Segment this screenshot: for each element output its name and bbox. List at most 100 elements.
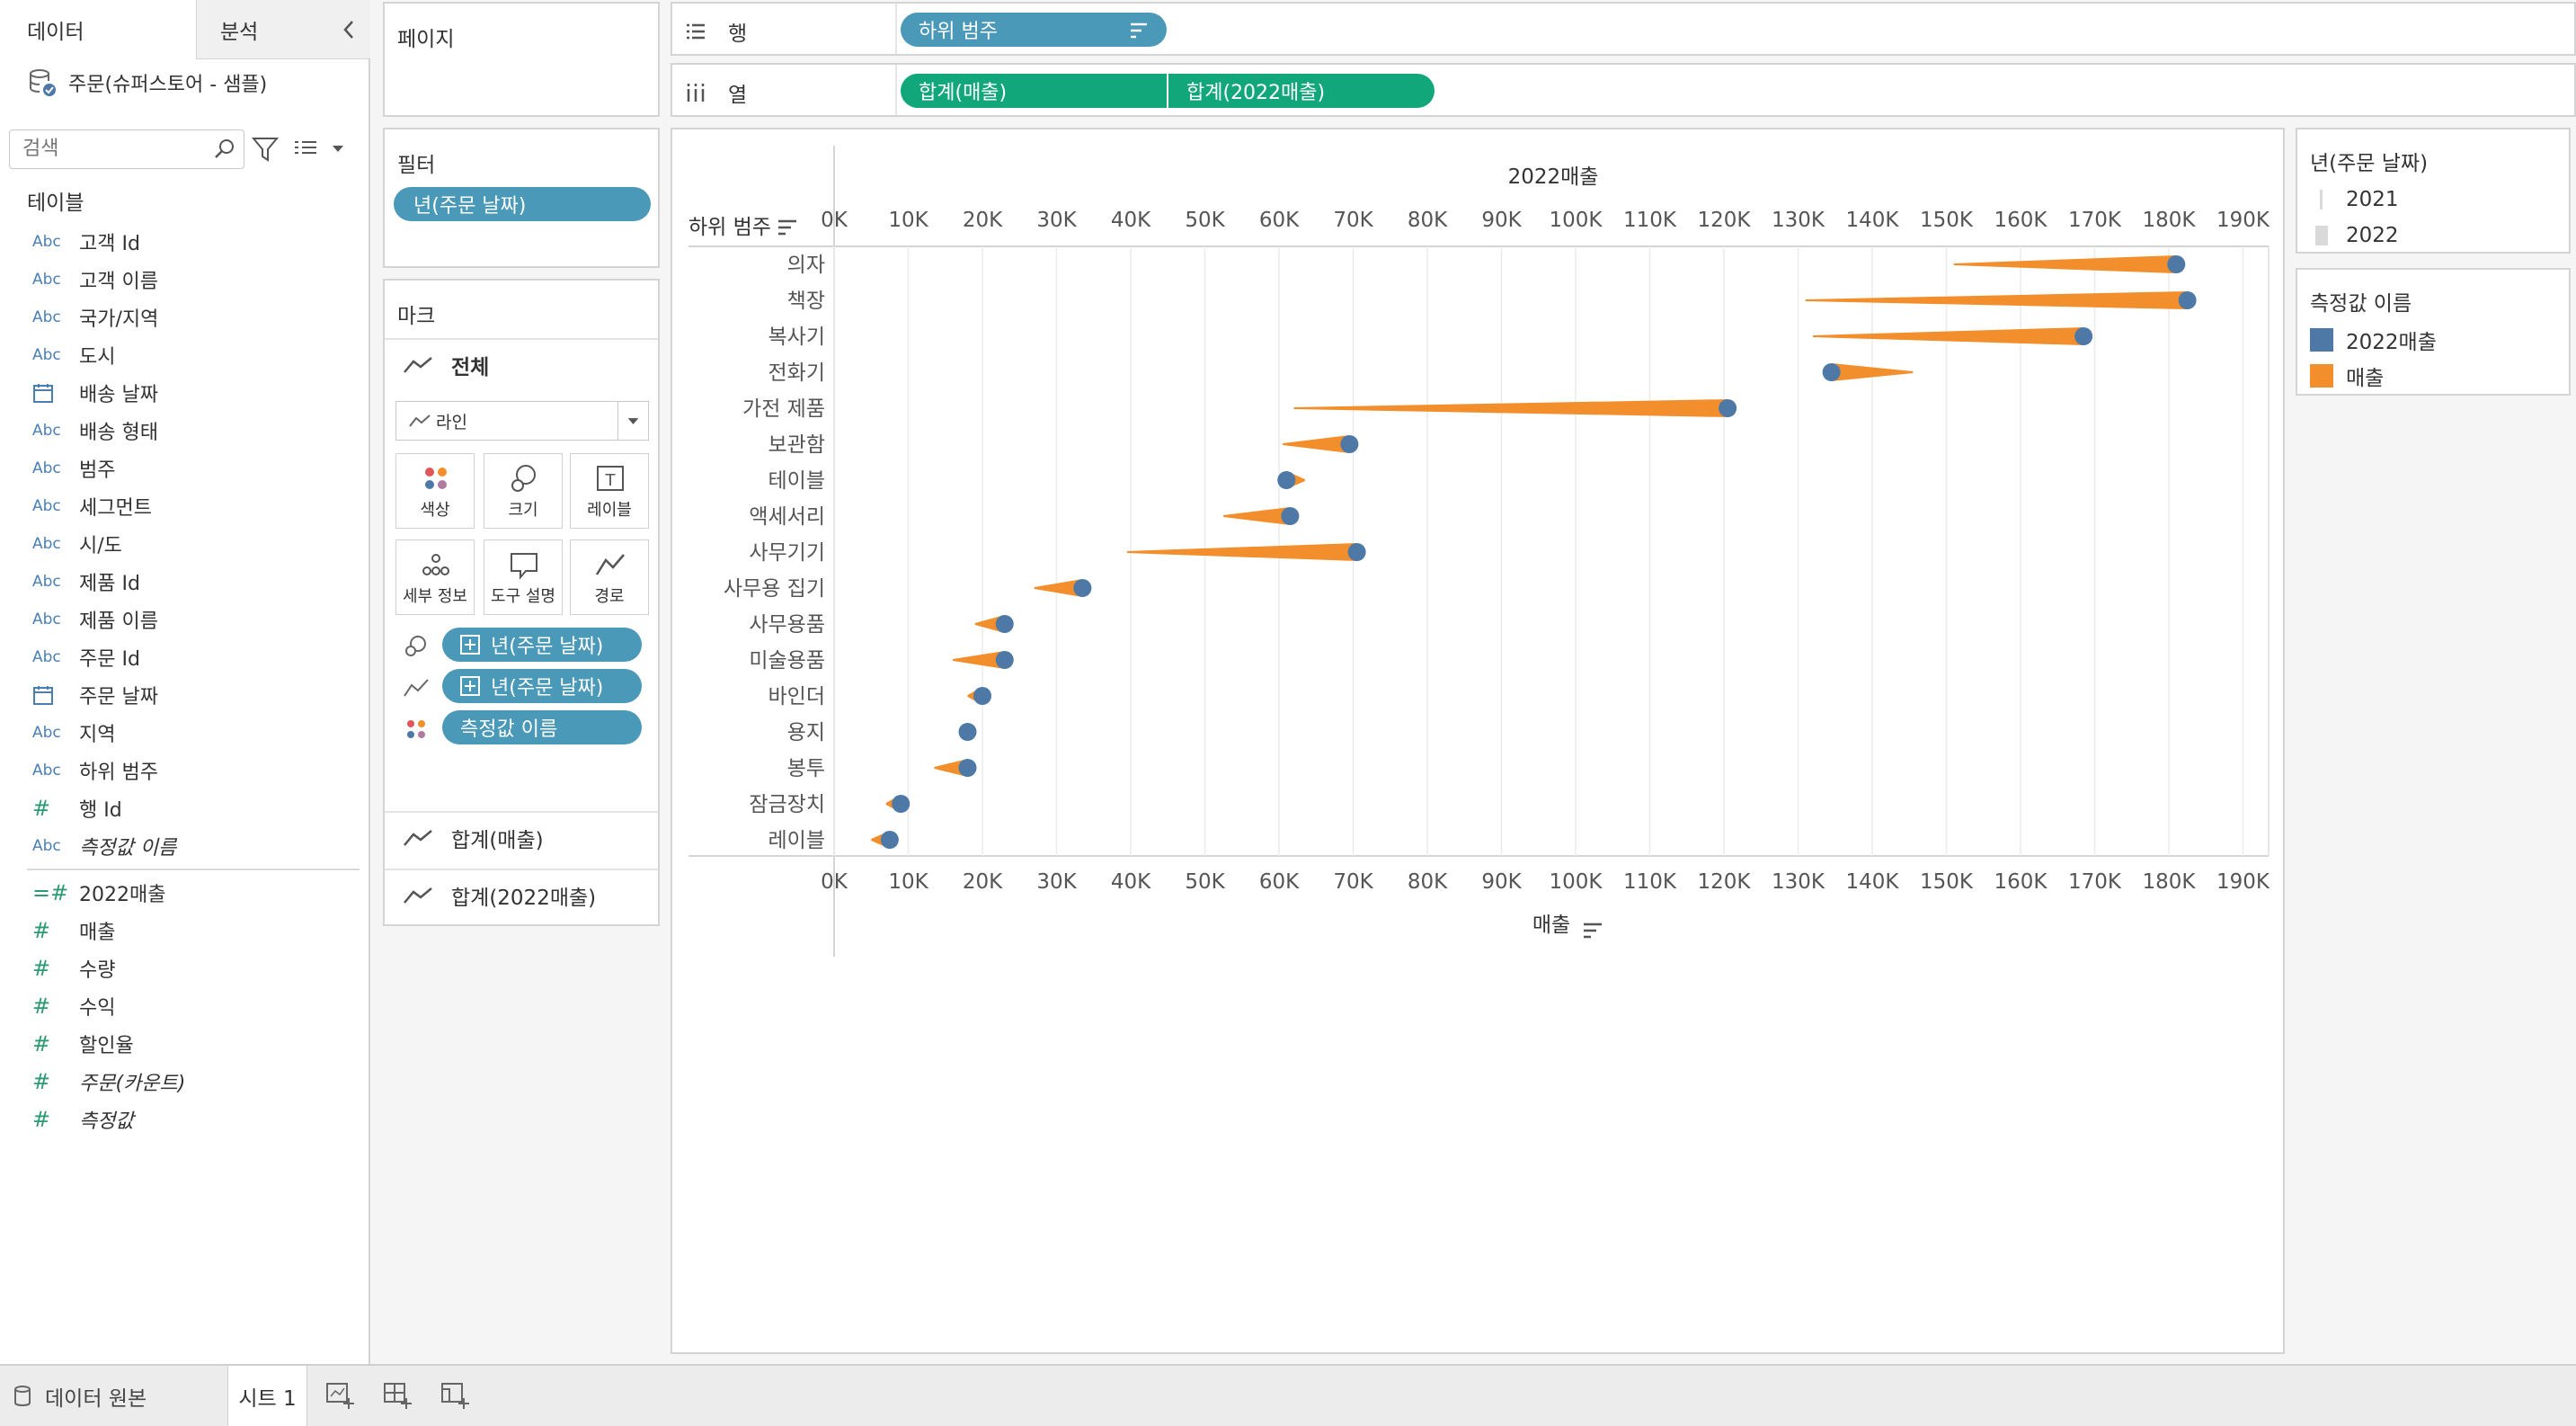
field-item[interactable]: Abc 제품 Id (0, 563, 370, 601)
legend-measure-item-sales[interactable]: 매출 (2310, 361, 2384, 390)
label-button[interactable]: T 레이블 (570, 453, 649, 529)
path-button[interactable]: 경로 (570, 539, 649, 615)
marks-sum-sales-row[interactable]: 합계(매출) (385, 811, 658, 863)
filters-card[interactable]: 필터 년(주문 날짜) (383, 128, 660, 268)
field-item[interactable]: # 주문(카운트) (0, 1063, 370, 1101)
sales-2022-point (995, 615, 1014, 633)
datasource-item[interactable]: 주문(슈퍼스토어 - 샘플) (27, 67, 267, 99)
marks-card-title: 마크 (397, 305, 436, 328)
field-item[interactable]: Abc 주문 Id (0, 638, 370, 676)
field-item[interactable]: =# 2022매출 (0, 874, 370, 912)
detail-button-label: 세부 정보 (403, 587, 467, 606)
legend-year-item-2022[interactable]: 2022 (2310, 221, 2399, 250)
encoding-pill-size[interactable]: 년(주문 날짜) (442, 628, 642, 662)
detail-button[interactable]: 세부 정보 (395, 539, 475, 615)
bottom-tick-label: 130K (1772, 870, 1825, 894)
field-item[interactable]: # 행 Id (0, 789, 370, 827)
sheet-tab-1[interactable]: 시트 1 (228, 1366, 307, 1426)
field-name: 국가/지역 (79, 308, 159, 331)
field-item[interactable]: Abc 제품 이름 (0, 601, 370, 638)
marks-sum-sales-label: 합계(매출) (451, 829, 544, 852)
sheet-tab-bar: 데이터 원본 시트 1 (0, 1364, 2576, 1426)
field-item[interactable]: Abc 배송 형태 (0, 412, 370, 450)
top-tick-label: 0K (821, 209, 848, 232)
filter-pill-year-order-date[interactable]: 년(주문 날짜) (394, 187, 651, 221)
field-item[interactable]: Abc 지역 (0, 714, 370, 752)
rows-pill-subcategory[interactable]: 하위 범주 (901, 13, 1167, 47)
filters-card-title: 필터 (397, 154, 436, 177)
expand-plus-icon[interactable] (460, 676, 480, 696)
string-type-icon: Abc (32, 648, 61, 666)
string-type-icon: Abc (32, 271, 61, 289)
bottom-tick-label: 150K (1920, 870, 1974, 894)
tab-analysis[interactable]: 분석 (196, 0, 370, 59)
tooltip-button[interactable]: 도구 설명 (484, 539, 563, 615)
marks-sum-2022-sales-label: 합계(2022매출) (451, 887, 597, 910)
field-name: 세그먼트 (79, 497, 152, 520)
field-item[interactable]: # 수익 (0, 987, 370, 1025)
encoding-pill-color[interactable]: 측정값 이름 (442, 710, 642, 744)
field-item[interactable]: # 수량 (0, 949, 370, 987)
sort-descending-icon[interactable] (1129, 22, 1149, 40)
rows-shelf[interactable]: 행 하위 범주 (671, 2, 2576, 56)
field-item[interactable]: 배송 날짜 (0, 374, 370, 412)
mark-type-dropdown[interactable]: 라인 (395, 401, 649, 441)
field-item[interactable]: Abc 고객 Id (0, 223, 370, 261)
bottom-tick-label: 30K (1036, 870, 1077, 894)
columns-pill-sum-sales[interactable]: 합계(매출) (901, 74, 1167, 108)
marks-all-row[interactable]: 전체 (385, 338, 658, 390)
category-label: 전화기 (768, 361, 825, 385)
view-list-dropdown-icon[interactable] (293, 137, 347, 162)
number-type-icon: # (32, 796, 51, 821)
color-button-label: 색상 (420, 501, 450, 520)
chart-view[interactable]: 0K 0K 10K 10K 20K 20K 30K 30K 40K 40K 50K 50K 60K 60K… (671, 128, 2285, 1354)
field-name: 제품 이름 (79, 611, 158, 633)
size-swatch-large (2315, 226, 2328, 245)
top-tick-label: 190K (2216, 209, 2270, 232)
field-item[interactable]: Abc 고객 이름 (0, 261, 370, 299)
columns-shelf[interactable]: 열 합계(매출) 합계(2022매출) (671, 63, 2576, 117)
category-label: 용지 (787, 721, 825, 744)
field-item[interactable]: Abc 국가/지역 (0, 299, 370, 336)
bottom-tick-label: 40K (1111, 870, 1151, 894)
pages-card[interactable]: 페이지 (383, 2, 660, 117)
field-item[interactable]: Abc 하위 범주 (0, 752, 370, 789)
new-story-icon[interactable] (435, 1375, 475, 1414)
encoding-pill-path[interactable]: 년(주문 날짜) (442, 669, 642, 703)
bottom-tick-label: 160K (1994, 870, 2048, 894)
field-item[interactable]: # 할인율 (0, 1025, 370, 1063)
collapse-chevron-left-icon[interactable] (340, 16, 358, 43)
string-type-icon: Abc (32, 422, 61, 440)
columns-pill-sum-2022-sales[interactable]: 합계(2022매출) (1168, 74, 1435, 108)
new-worksheet-icon[interactable] (320, 1375, 360, 1414)
field-item[interactable]: 주문 날짜 (0, 676, 370, 714)
field-name: 수량 (79, 959, 116, 982)
legend-measure-item-2022-sales[interactable]: 2022매출 (2310, 325, 2437, 354)
number-type-icon: # (32, 1031, 51, 1056)
field-item[interactable]: Abc 범주 (0, 450, 370, 487)
color-button[interactable]: 색상 (395, 453, 475, 529)
color-swatch-blue (2310, 328, 2333, 352)
new-dashboard-icon[interactable] (378, 1375, 417, 1414)
legend-measure-names[interactable]: 측정값 이름 2022매출 매출 (2296, 268, 2571, 396)
legend-year-item-2021[interactable]: 2021 (2310, 185, 2399, 214)
field-item[interactable]: # 매출 (0, 912, 370, 949)
pages-card-title: 페이지 (397, 28, 455, 51)
field-item[interactable]: Abc 시/도 (0, 525, 370, 563)
legend-year-size[interactable]: 년(주문 날짜) 2021 2022 (2296, 128, 2571, 254)
filter-icon[interactable] (252, 135, 279, 164)
size-button[interactable]: 크기 (484, 453, 563, 529)
field-name: 고객 이름 (79, 271, 158, 293)
field-item[interactable]: # 측정값 (0, 1101, 370, 1138)
chevron-down-icon[interactable] (617, 402, 648, 440)
marks-sum-2022-sales-row[interactable]: 합계(2022매출) (385, 869, 658, 921)
expand-plus-icon[interactable] (460, 635, 480, 655)
search-input[interactable] (10, 130, 199, 166)
field-item[interactable]: Abc 측정값 이름 (0, 827, 370, 865)
search-box[interactable] (9, 129, 244, 169)
tab-data[interactable]: 데이터 (0, 0, 196, 59)
top-tick-label: 120K (1698, 209, 1752, 232)
field-item[interactable]: Abc 세그먼트 (0, 487, 370, 525)
datasource-tab[interactable]: 데이터 원본 (0, 1366, 228, 1426)
field-item[interactable]: Abc 도시 (0, 336, 370, 374)
